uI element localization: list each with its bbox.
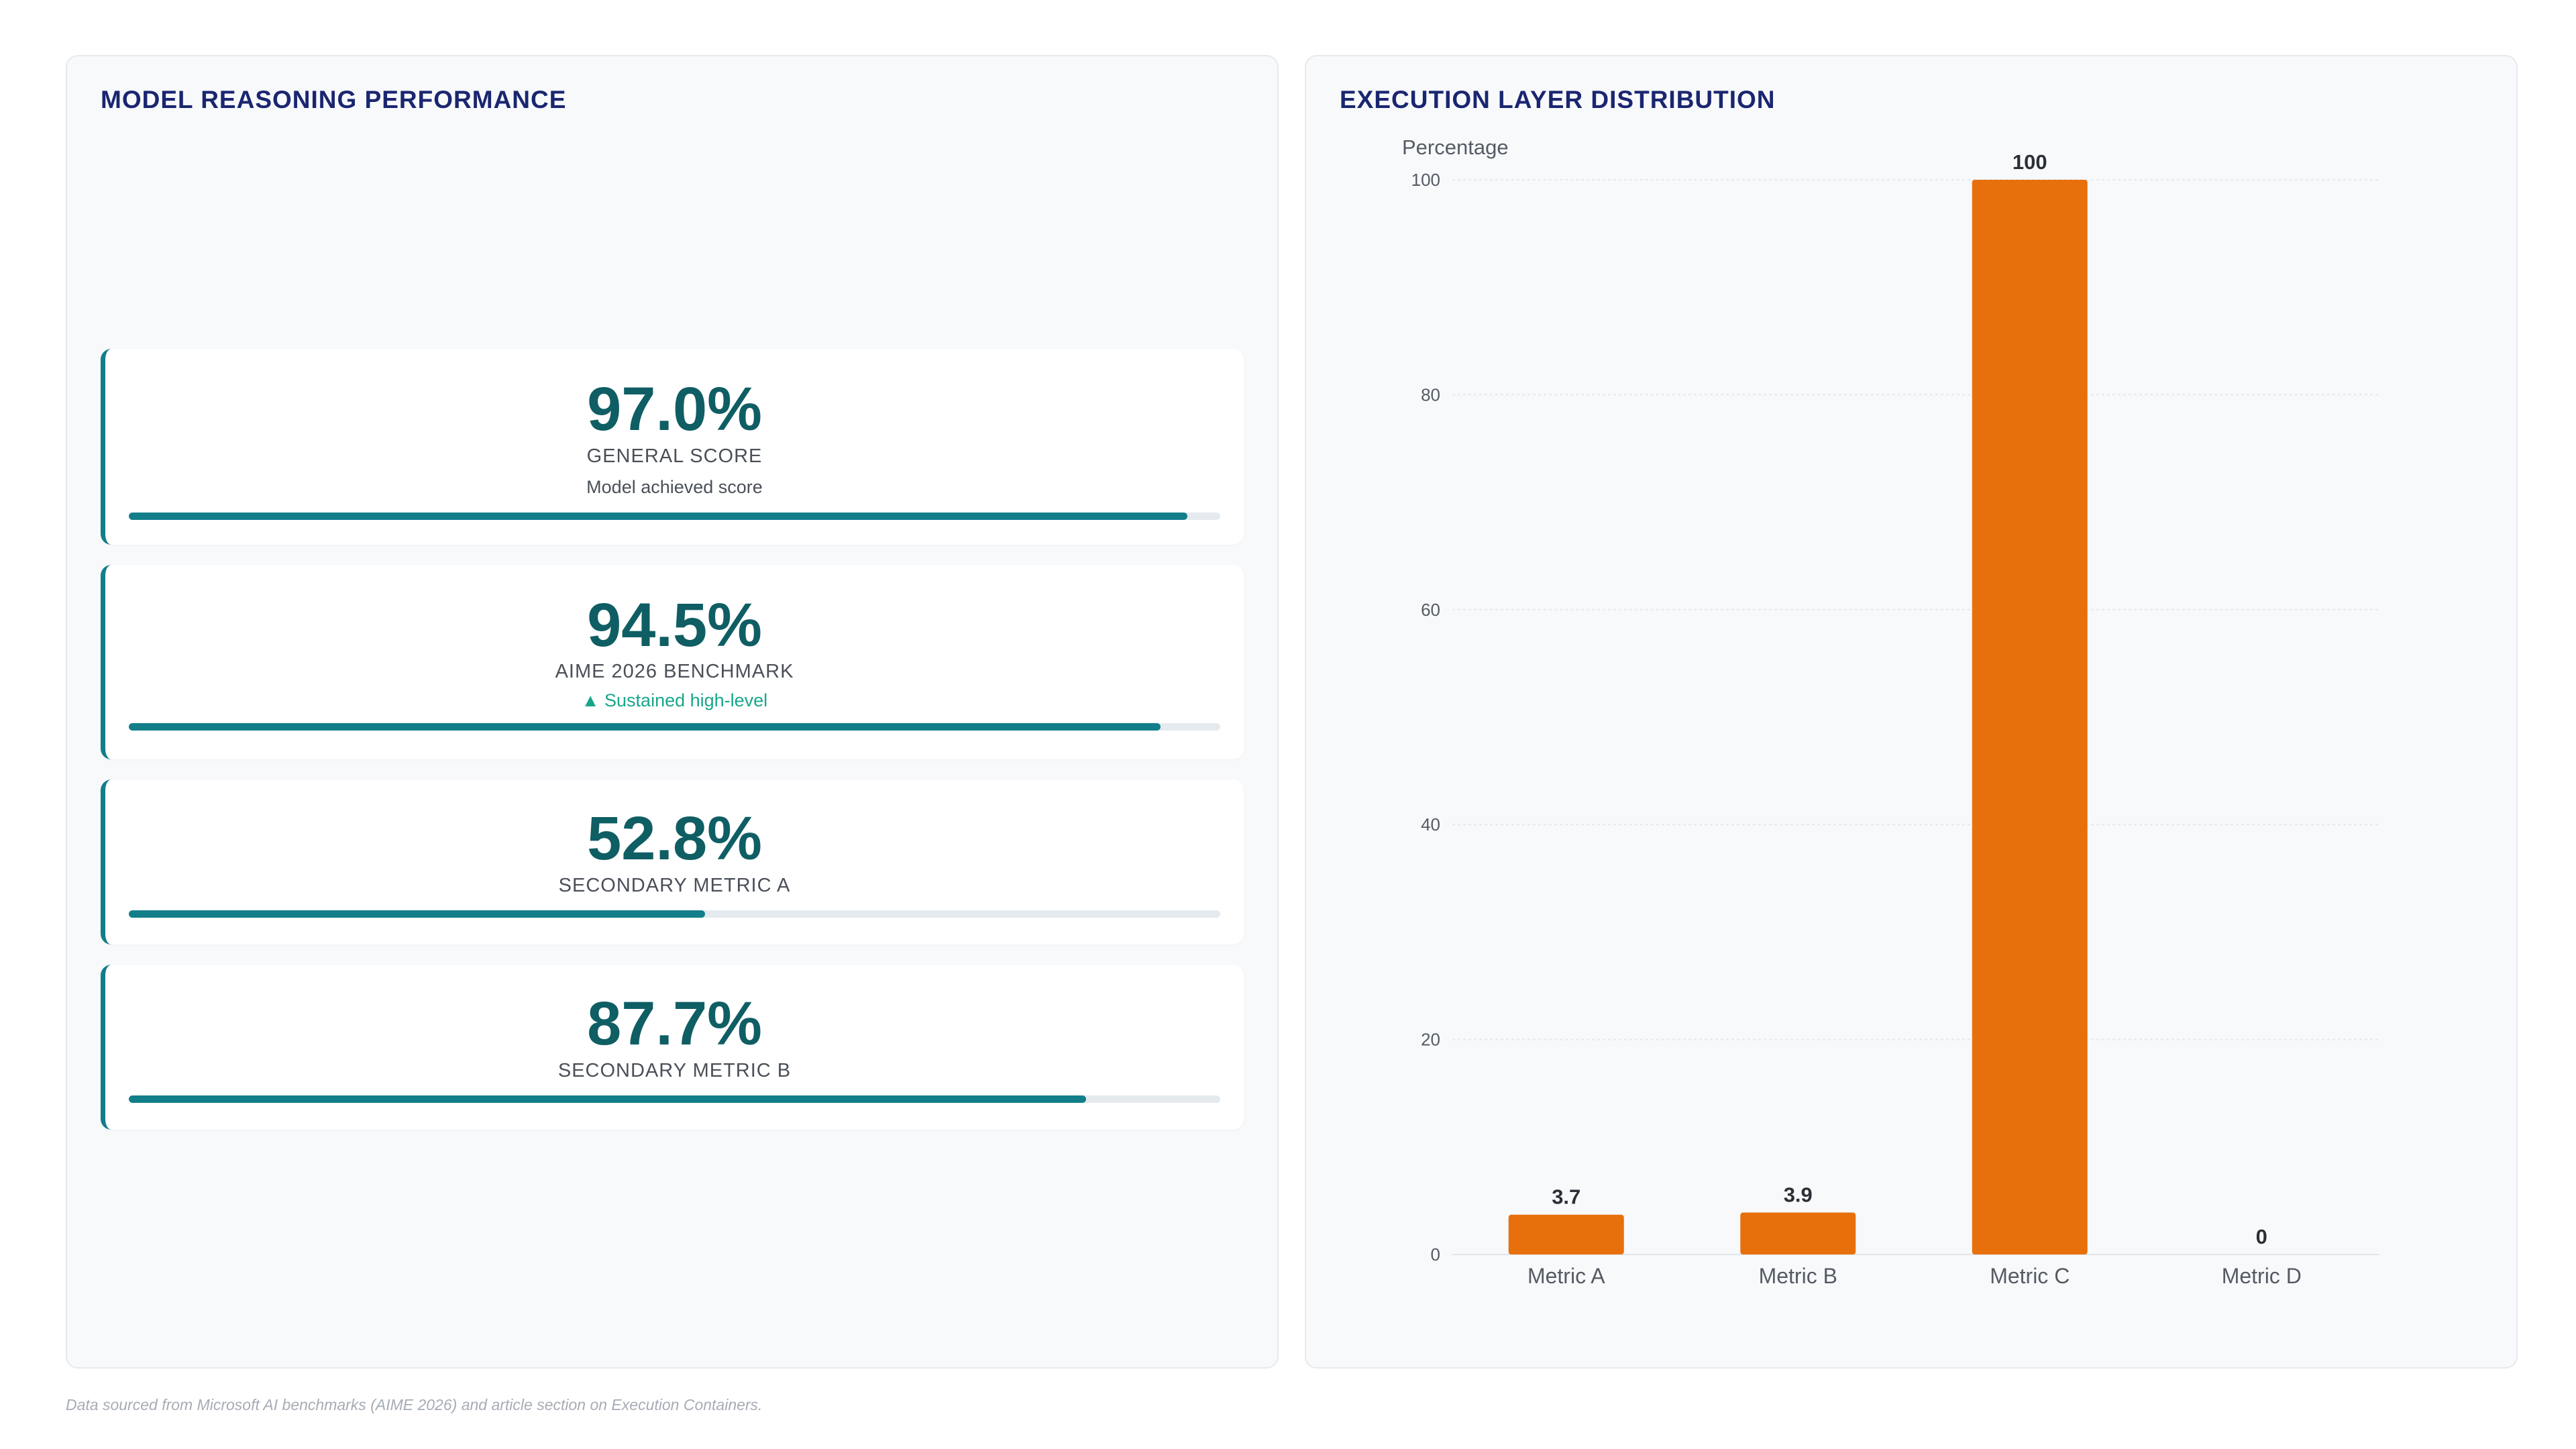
bar [1508,1214,1624,1254]
bar-data-label: 0 [2256,1225,2267,1248]
y-axis-label: Percentage [1402,136,1509,159]
reasoning-performance-title: MODEL REASONING PERFORMANCE [101,86,567,113]
metric-label: AIME 2026 BENCHMARK [555,661,794,682]
x-tick-label: Metric D [2222,1264,2302,1288]
progress-fill [129,723,1161,731]
y-tick-label: 20 [1421,1030,1440,1050]
metric-card-general-score: 97.0% GENERAL SCORE Model achieved score [101,349,1244,545]
y-tick-label: 100 [1411,170,1440,190]
metric-label: GENERAL SCORE [586,445,763,467]
metric-label: SECONDARY METRIC A [558,875,791,896]
x-tick-label: Metric C [1990,1264,2070,1288]
execution-layer-title: EXECUTION LAYER DISTRIBUTION [1340,86,1776,113]
metric-value: 52.8% [587,804,762,873]
metric-value: 87.7% [587,989,762,1058]
metric-card-aime-benchmark: 94.5% AIME 2026 BENCHMARK ▲ Sustained hi… [101,565,1244,759]
progress-track [129,723,1220,731]
progress-fill [129,1095,1086,1103]
execution-layer-panel: EXECUTION LAYER DISTRIBUTION 0 20 40 60 80 10… [1305,55,2518,1368]
progress-track [129,1095,1220,1103]
data-source-footnote: Data sourced from Microsoft AI benchmark… [66,1396,763,1413]
metric-label: SECONDARY METRIC B [557,1060,792,1081]
y-tick-label: 80 [1421,384,1440,405]
metric-subtitle: Model achieved score [586,477,763,497]
metric-card-secondary-b: 87.7% SECONDARY METRIC B [101,965,1244,1130]
y-tick-label: 0 [1431,1244,1440,1265]
progress-track [129,513,1220,520]
bar [1972,180,2088,1254]
metric-trend-indicator: ▲ Sustained high-level [581,690,768,710]
reasoning-performance-panel: MODEL REASONING PERFORMANCE 97.0% GENERA… [66,55,1279,1368]
bar-data-label: 3.9 [1784,1183,1813,1207]
progress-fill [129,513,1188,520]
metric-value: 94.5% [587,591,762,659]
progress-track [129,910,1220,918]
y-tick-label: 60 [1421,600,1440,620]
x-tick-label: Metric A [1527,1264,1605,1288]
metric-card-secondary-a: 52.8% SECONDARY METRIC A [101,780,1244,945]
metric-value: 97.0% [587,375,762,443]
execution-layer-bar-chart: 0 20 40 60 80 100 Percentage 3.7 Metric A 3.9 Metr… [1402,136,2379,1288]
bar [1740,1212,1856,1254]
bar-data-label: 100 [2012,150,2047,174]
y-tick-label: 40 [1421,814,1440,835]
progress-fill [129,910,706,918]
x-tick-label: Metric B [1759,1264,1837,1288]
bar-data-label: 3.7 [1552,1185,1580,1209]
